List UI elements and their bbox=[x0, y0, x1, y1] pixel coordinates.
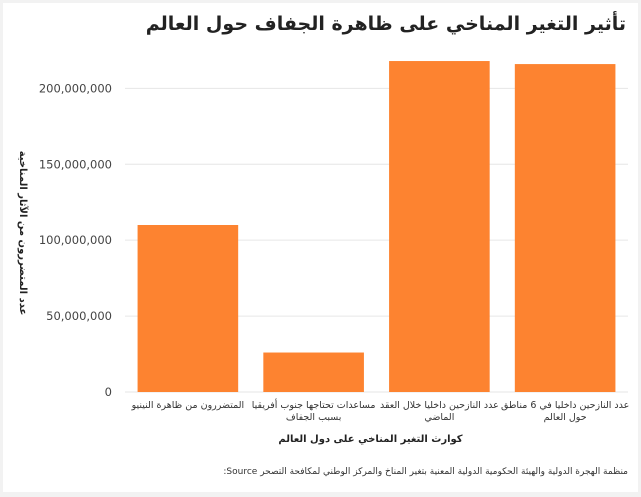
y-tick-label: 100,000,000 bbox=[39, 233, 112, 247]
x-category-label: المتضررون من ظاهرة النينيو bbox=[131, 400, 245, 411]
chart-card: تأثير التغير المناخي على ظاهرة الجفاف حو… bbox=[3, 3, 638, 492]
y-axis-ticks: 0 50,000,000 100,000,000 150,000,000 200,000… bbox=[39, 81, 112, 399]
x-axis-title: كوارث التغير المناخي على دول العالم bbox=[278, 434, 462, 445]
bar bbox=[137, 225, 239, 392]
source-label: Source: bbox=[223, 467, 258, 477]
bar bbox=[514, 64, 616, 392]
x-axis-categories: المتضررون من ظاهرة النينيو مساعدات تحتاجه… bbox=[131, 398, 630, 423]
x-category-label: مساعدات تحتاجها جنوب أفريقيا bbox=[252, 398, 376, 411]
y-tick-label: 150,000,000 bbox=[39, 157, 112, 171]
x-category-label: الماضي bbox=[424, 412, 454, 423]
bar-chart: 0 50,000,000 100,000,000 150,000,000 200,000… bbox=[17, 61, 630, 445]
x-category-label: حول العالم bbox=[544, 412, 587, 423]
x-category-label: بسبب الجفاف bbox=[286, 412, 342, 423]
x-category-label: عدد النازحين داخليا خلال العقد bbox=[380, 400, 499, 411]
bar bbox=[389, 61, 490, 392]
chart-title: تأثير التغير المناخي على ظاهرة الجفاف حو… bbox=[145, 13, 626, 35]
bar bbox=[263, 352, 364, 392]
source-note: منظمة الهجرة الدولية والهيئة الحكومية ال… bbox=[223, 467, 628, 477]
bars bbox=[137, 61, 616, 392]
x-category-label: عدد النازحين داخليا في 6 مناطق bbox=[501, 400, 629, 411]
y-tick-label: 200,000,000 bbox=[39, 81, 112, 95]
y-axis-title: عدد المتضررون من الآثار المناخية bbox=[17, 151, 29, 316]
y-tick-label: 50,000,000 bbox=[46, 309, 112, 323]
y-tick-label: 0 bbox=[105, 385, 112, 399]
source-text: منظمة الهجرة الدولية والهيئة الحكومية ال… bbox=[260, 467, 628, 477]
